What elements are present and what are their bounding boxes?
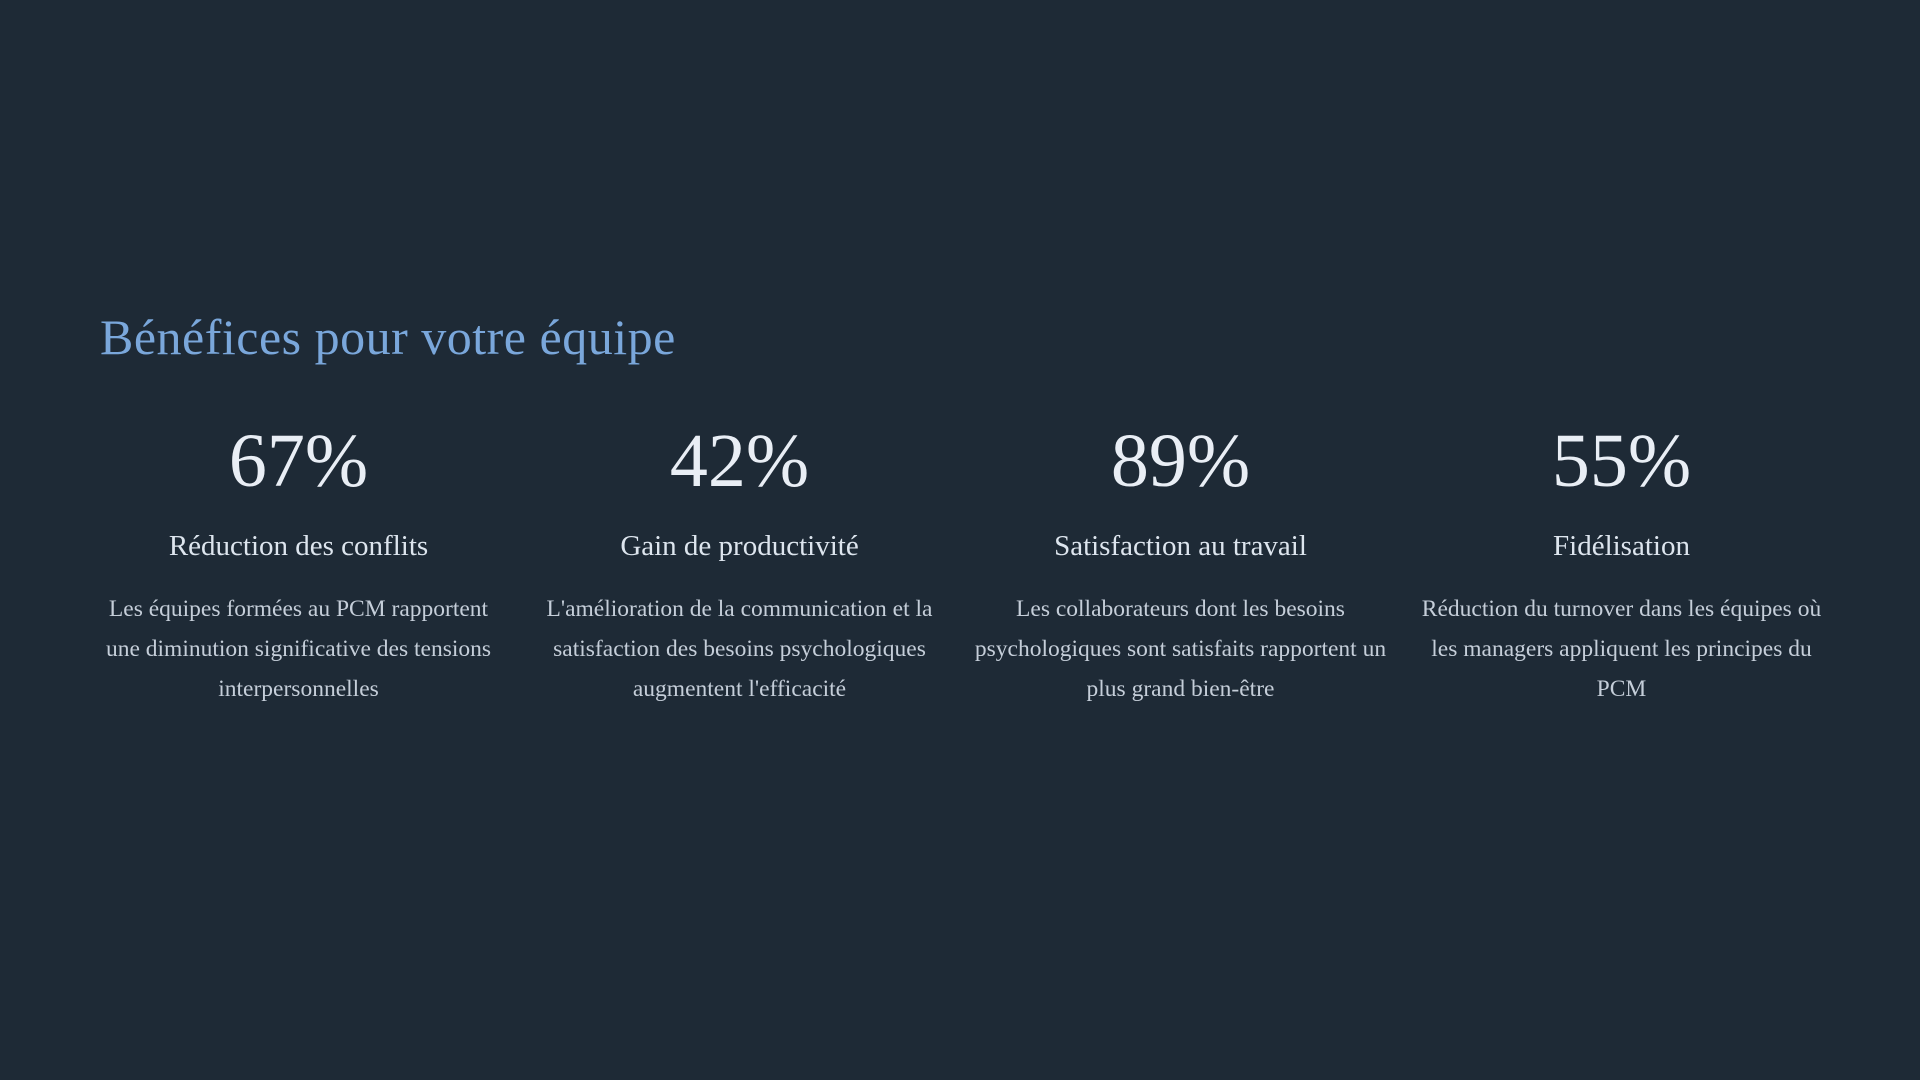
stat-value: 67% [228, 419, 369, 503]
stat-label: Satisfaction au travail [1054, 529, 1307, 562]
stat-card-fidelisation: 55% Fidélisation Réduction du turnover d… [1413, 419, 1830, 710]
stat-label: Réduction des conflits [168, 529, 429, 562]
stat-label: Fidélisation [1553, 529, 1690, 562]
stat-label: Gain de productivité [620, 529, 859, 562]
stat-value: 89% [1110, 419, 1251, 503]
stat-card-satisfaction: 89% Satisfaction au travail Les collabor… [972, 419, 1389, 710]
stat-description: Les collaborateurs dont les besoins psyc… [974, 595, 1387, 703]
stats-row: 67% Réduction des conflits Les équipes f… [90, 419, 1830, 710]
stat-value: 42% [669, 419, 810, 503]
stat-value: 55% [1551, 419, 1692, 503]
stat-description: L'amélioration de la communication et la… [546, 595, 933, 703]
slide-title: Bénéfices pour votre équipe [100, 309, 676, 365]
stat-card-productivite: 42% Gain de productivité L'amélioration … [531, 419, 948, 710]
stat-card-conflits: 67% Réduction des conflits Les équipes f… [90, 419, 507, 710]
stat-description: Réduction du turnover dans les équipes o… [1421, 595, 1822, 703]
stat-description: Les équipes formées au PCM rapportent un… [105, 595, 492, 703]
